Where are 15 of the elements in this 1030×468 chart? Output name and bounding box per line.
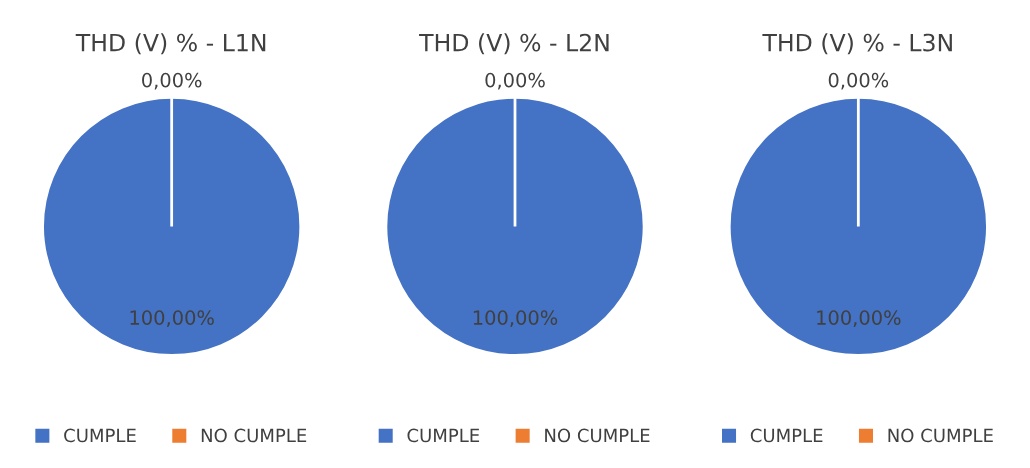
text: 0,00%: [485, 72, 545, 90]
legend-label: CUMPLE: [407, 428, 480, 443]
data-label: 100,00%: [817, 310, 901, 327]
chart-title: THD (V) % - L3N: [762, 33, 952, 55]
legend-label: NO CUMPLE: [888, 428, 993, 443]
chart-title: THD (V) % - L2N: [419, 33, 609, 55]
legend-label: NO CUMPLE: [201, 428, 307, 443]
legend-label: CUMPLE: [64, 428, 136, 443]
text: 0,00%: [828, 72, 889, 90]
data-label: 100,00%: [473, 310, 558, 327]
text: 0,00%: [142, 72, 202, 90]
chart-title: THD (V) % - L1N: [75, 33, 266, 55]
legend-label: CUMPLE: [750, 428, 823, 443]
data-label: 100,00%: [130, 310, 214, 327]
legend-label: NO CUMPLE: [545, 428, 650, 443]
